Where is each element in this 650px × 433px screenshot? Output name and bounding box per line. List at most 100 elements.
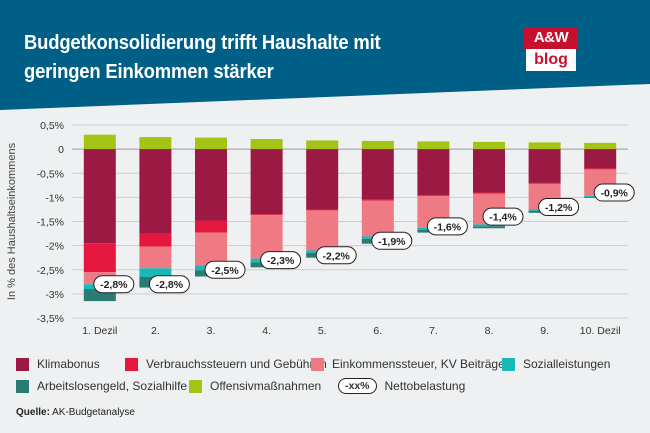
net-label-text: -0,9% xyxy=(600,188,628,200)
x-tick-label: 9. xyxy=(540,325,549,337)
legend-item-klimabonus: Klimabonus xyxy=(16,356,100,372)
awblog-logo: A&W blog xyxy=(524,27,578,71)
bar-segment-klimabonus xyxy=(361,149,394,200)
bar-segment-verbrauchssteuern xyxy=(528,182,561,184)
bar-segment-klimabonus xyxy=(417,149,450,195)
bar-segment-einkommenssteuer xyxy=(195,232,227,266)
bar-segment-offensiv xyxy=(473,141,505,150)
source-note: Quelle: AK-Budgetanalyse xyxy=(16,407,135,418)
x-tick-label: 5. xyxy=(318,325,327,337)
y-tick-label: -0,5% xyxy=(37,168,64,180)
legend-swatch xyxy=(502,357,515,371)
bar-segment-klimabonus xyxy=(139,149,172,234)
legend-label: Verbrauchssteuern und Gebühren xyxy=(146,357,327,371)
y-tick-label: -1% xyxy=(45,192,64,204)
header-banner: Budgetkonsolidierung trifft Haushalte mi… xyxy=(0,0,650,118)
legend-item-arbeitslosengeld: Arbeitslosengeld, Sozialhilfe xyxy=(16,378,187,394)
chart-title: Budgetkonsolidierung trifft Haushalte mi… xyxy=(24,31,381,83)
net-label-text: -1,6% xyxy=(434,221,462,233)
bar-segment-klimabonus xyxy=(195,149,227,221)
legend-item-verbrauchssteuern: Verbrauchssteuern und Gebühren xyxy=(125,356,327,372)
net-label-pill xyxy=(482,207,524,226)
net-label-text: -2,8% xyxy=(100,279,128,291)
net-label-text: -1,4% xyxy=(489,212,517,224)
net-label-pill xyxy=(148,275,190,294)
bar-segment-verbrauchssteuern xyxy=(473,192,505,194)
bar-segment-klimabonus xyxy=(584,149,617,169)
net-label-pill xyxy=(204,260,246,279)
bar-segment-einkommenssteuer xyxy=(361,200,394,237)
bar-segment-einkommenssteuer xyxy=(306,210,339,251)
net-label-text: -1,9% xyxy=(378,236,406,248)
net-label-pill xyxy=(593,183,635,202)
x-tick-label: 10. Dezil xyxy=(580,325,621,337)
y-tick-label: -3,5% xyxy=(37,313,64,325)
bar-segment-verbrauchssteuern xyxy=(83,243,116,273)
net-label-pill xyxy=(93,275,135,294)
legend-swatch xyxy=(16,357,29,371)
bar-segment-offensiv xyxy=(250,138,283,150)
legend-label: Offensivmaßnahmen xyxy=(210,379,322,393)
legend-item-sozialleistungen: Sozialleistungen xyxy=(502,356,610,372)
y-axis-ticks: 0,5% 0 -0,5% -1% -1,5% -2% -2,5% -3% -3,5% xyxy=(37,120,65,325)
legend-swatch xyxy=(311,357,324,371)
source-label: Quelle: xyxy=(16,407,50,418)
net-label-pill xyxy=(538,198,580,217)
net-symbol-pill: -xx% xyxy=(338,378,377,394)
bar-segment-klimabonus xyxy=(473,149,505,193)
bar-chart: 0,5% 0 -0,5% -1% -1,5% -2% -2,5% -3% -3,5% In % … xyxy=(6,120,635,337)
bar-segment-klimabonus xyxy=(250,149,283,215)
logo-bottom-text: blog xyxy=(526,49,576,71)
net-label-text: -2,3% xyxy=(267,255,295,267)
x-tick-label: 2. xyxy=(151,325,160,337)
legend-item-einkommenssteuer: Einkommenssteuer, KV Beiträge xyxy=(311,356,505,372)
bar-segment-offensiv xyxy=(195,137,227,150)
source-text: AK-Budgetanalyse xyxy=(52,407,135,418)
y-tick-label: -1,5% xyxy=(37,217,64,229)
x-axis-ticks: 1. Dezil 2. 3. 4. 5. 6. 7. 8. 9. 10. Dezil xyxy=(82,325,620,337)
bar-segment-verbrauchssteuern xyxy=(361,199,394,201)
bar-segment-verbrauchssteuern xyxy=(195,220,227,233)
y-tick-label: -2,5% xyxy=(37,265,64,277)
y-axis-label: In % des Haushaltseinkommens xyxy=(6,142,18,300)
legend-swatch xyxy=(125,357,138,371)
x-tick-label: 7. xyxy=(429,325,438,337)
legend-label: Sozialleistungen xyxy=(523,357,611,371)
legend-item-offensiv: Offensivmaßnahmen xyxy=(189,378,321,394)
legend-swatch xyxy=(189,379,202,393)
bar-segment-klimabonus xyxy=(306,149,339,210)
x-tick-label: 1. Dezil xyxy=(82,325,117,337)
bar-segment-offensiv xyxy=(528,142,561,150)
bar-segment-verbrauchssteuern xyxy=(306,209,339,211)
bar-segment-klimabonus xyxy=(83,149,116,244)
net-label-text: -1,2% xyxy=(545,202,573,214)
bar-segment-offensiv xyxy=(417,141,450,150)
legend: Klimabonus Verbrauchssteuern und Gebühre… xyxy=(16,356,636,396)
bar-segment-verbrauchssteuern xyxy=(139,233,172,247)
x-tick-label: 8. xyxy=(485,325,494,337)
net-label-text: -2,5% xyxy=(211,265,239,277)
net-label-pill xyxy=(371,231,413,250)
bar-segment-offensiv xyxy=(83,134,116,150)
bar-segment-arbeitslosengeld xyxy=(473,226,505,229)
legend-label: Arbeitslosengeld, Sozialhilfe xyxy=(37,379,188,393)
legend-swatch xyxy=(16,379,29,393)
bar-segment-verbrauchssteuern xyxy=(584,168,617,170)
bar-segment-verbrauchssteuern xyxy=(250,214,283,216)
net-label-pill xyxy=(260,251,302,270)
net-label-pill xyxy=(315,246,357,265)
legend-label: Klimabonus xyxy=(37,357,100,371)
logo-top-text: A&W xyxy=(524,27,578,49)
net-labels: -2,8% -2,8% -2,5% -2,3% -2,2% -1,9% -1,6% -1,4%… xyxy=(93,183,635,294)
legend-item-net: -xx% Nettobelastung xyxy=(338,378,465,394)
bar-segment-offensiv xyxy=(306,140,339,150)
y-tick-label: -3% xyxy=(45,289,64,301)
legend-label: Einkommenssteuer, KV Beiträge xyxy=(332,357,505,371)
legend-label: Nettobelastung xyxy=(384,379,466,393)
y-tick-label: 0 xyxy=(58,144,64,156)
x-tick-label: 4. xyxy=(262,325,271,337)
bar-segment-sozialleistungen xyxy=(139,268,172,277)
y-tick-label: -2% xyxy=(45,241,64,253)
x-tick-label: 3. xyxy=(207,325,216,337)
bar-segment-verbrauchssteuern xyxy=(417,194,450,196)
